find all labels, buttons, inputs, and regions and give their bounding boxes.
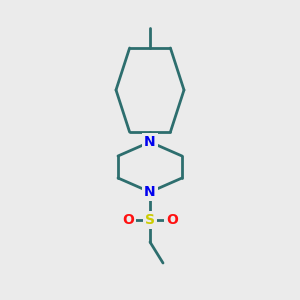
Text: S: S [145, 213, 155, 227]
Text: O: O [166, 213, 178, 227]
Text: N: N [144, 185, 156, 199]
Text: O: O [122, 213, 134, 227]
Text: N: N [144, 135, 156, 149]
